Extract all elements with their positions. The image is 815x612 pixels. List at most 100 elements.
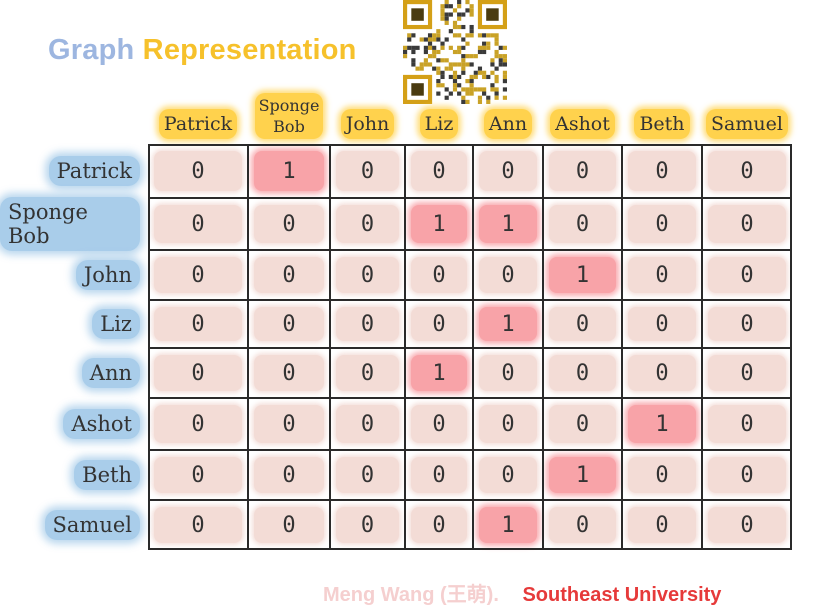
grid-hline — [148, 197, 792, 199]
column-header-line: Ann — [488, 113, 528, 135]
cell-background — [254, 507, 324, 543]
matrix-cell-value: 0 — [655, 360, 669, 386]
column-header-label: Patrick — [158, 109, 238, 139]
matrix-cell-value: 0 — [360, 311, 375, 337]
matrix-cell-value: 0 — [740, 360, 754, 386]
matrix-cell-value: 0 — [360, 211, 375, 237]
column-header-line: Liz — [424, 113, 454, 135]
row-header: Patrick — [48, 144, 140, 198]
cell-background — [628, 205, 696, 243]
matrix-cell-value: 0 — [501, 158, 515, 184]
matrix-cell-value: 0 — [655, 311, 669, 337]
slide-title: Graph Representation — [48, 34, 357, 67]
footer-credit: Meng Wang (王萌). Southeast University — [323, 578, 721, 607]
matrix-cell-value: 0 — [740, 158, 754, 184]
cell-background — [154, 405, 242, 443]
matrix-cell-value: 1 — [282, 158, 296, 184]
cell-background — [254, 205, 324, 243]
title-word-graph: Graph — [48, 34, 135, 66]
edge-cell-highlight — [479, 507, 537, 543]
matrix-cell-value: 0 — [655, 462, 669, 488]
matrix-cell-value: 0 — [575, 512, 590, 538]
row-header: Liz — [92, 300, 140, 348]
matrix-cell-value: 1 — [501, 311, 515, 337]
cell-background — [411, 151, 467, 191]
matrix-cell-value: 1 — [501, 211, 515, 237]
matrix-cell-value: 0 — [191, 158, 205, 184]
row-header: Sponge Bob — [0, 197, 140, 251]
row-header: Ann — [81, 348, 140, 398]
column-header: Ann — [473, 104, 543, 144]
matrix-cell-value: 0 — [360, 360, 375, 386]
matrix-cell-value: 0 — [282, 462, 296, 488]
column-header: Samuel — [702, 104, 792, 144]
cell-background — [336, 355, 399, 391]
matrix-cell-value: 0 — [432, 411, 446, 437]
column-header-line: Sponge — [258, 96, 320, 115]
column-header-line: Bob — [273, 117, 305, 136]
matrix-cell-value: 0 — [191, 360, 205, 386]
cell-background — [254, 257, 324, 293]
cell-background — [708, 457, 786, 493]
row-header: Beth — [74, 450, 140, 500]
matrix-cell-value: 0 — [191, 311, 205, 337]
row-header-label: Patrick — [48, 156, 140, 186]
matrix-cell-value: 0 — [740, 512, 754, 538]
footer-university: Southeast University — [522, 584, 722, 606]
cell-background — [479, 355, 537, 391]
matrix-cell-value: 0 — [191, 411, 205, 437]
matrix-cell-value: 0 — [740, 211, 754, 237]
matrix-cell-value: 0 — [191, 262, 205, 288]
row-header: John — [75, 250, 140, 300]
cell-background — [549, 307, 616, 341]
cell-background — [549, 151, 616, 191]
matrix-cell-value: 0 — [575, 360, 590, 386]
cell-background — [411, 307, 467, 341]
cell-background — [336, 205, 399, 243]
row-header-label: John — [75, 260, 140, 290]
matrix-cell-value: 0 — [282, 411, 296, 437]
cell-background — [628, 257, 696, 293]
matrix-cell-value: 1 — [501, 512, 515, 538]
column-header-line: Beth — [639, 113, 685, 135]
cell-background — [708, 307, 786, 341]
matrix-cell-value: 0 — [575, 411, 590, 437]
matrix-cell-value: 0 — [575, 158, 590, 184]
cell-background — [336, 307, 399, 341]
matrix-cell-value: 0 — [740, 311, 754, 337]
matrix-cell-value: 0 — [360, 462, 375, 488]
matrix-cell-value: 0 — [655, 211, 669, 237]
column-header: Sponge Bob — [248, 88, 330, 144]
row-header-label: Ashot — [63, 409, 140, 439]
cell-background — [479, 151, 537, 191]
grid-hline — [148, 249, 792, 251]
matrix-cell-value: 0 — [282, 262, 296, 288]
matrix-cell-value: 0 — [360, 262, 375, 288]
matrix-cell-value: 0 — [501, 462, 515, 488]
cell-background — [708, 257, 786, 293]
cell-background — [154, 205, 242, 243]
edge-cell-highlight — [411, 205, 467, 243]
matrix-cell-value: 0 — [655, 512, 669, 538]
edge-cell-highlight — [549, 257, 616, 293]
cell-background — [708, 151, 786, 191]
cell-background — [628, 507, 696, 543]
edge-cell-highlight — [549, 457, 616, 493]
cell-background — [154, 151, 242, 191]
edge-cell-highlight — [254, 151, 324, 191]
cell-background — [254, 307, 324, 341]
row-header-label: Samuel — [44, 510, 140, 540]
cell-background — [628, 457, 696, 493]
cell-background — [411, 457, 467, 493]
cell-background — [154, 257, 242, 293]
column-header: Ashot — [543, 104, 622, 144]
cell-background — [708, 205, 786, 243]
cell-background — [479, 257, 537, 293]
grid-hline — [148, 397, 792, 399]
cell-background — [549, 355, 616, 391]
row-header-label: Liz — [92, 309, 140, 339]
matrix-cell-value: 0 — [191, 462, 205, 488]
cell-background — [411, 405, 467, 443]
cell-background — [254, 405, 324, 443]
matrix-cell-value: 0 — [432, 158, 446, 184]
